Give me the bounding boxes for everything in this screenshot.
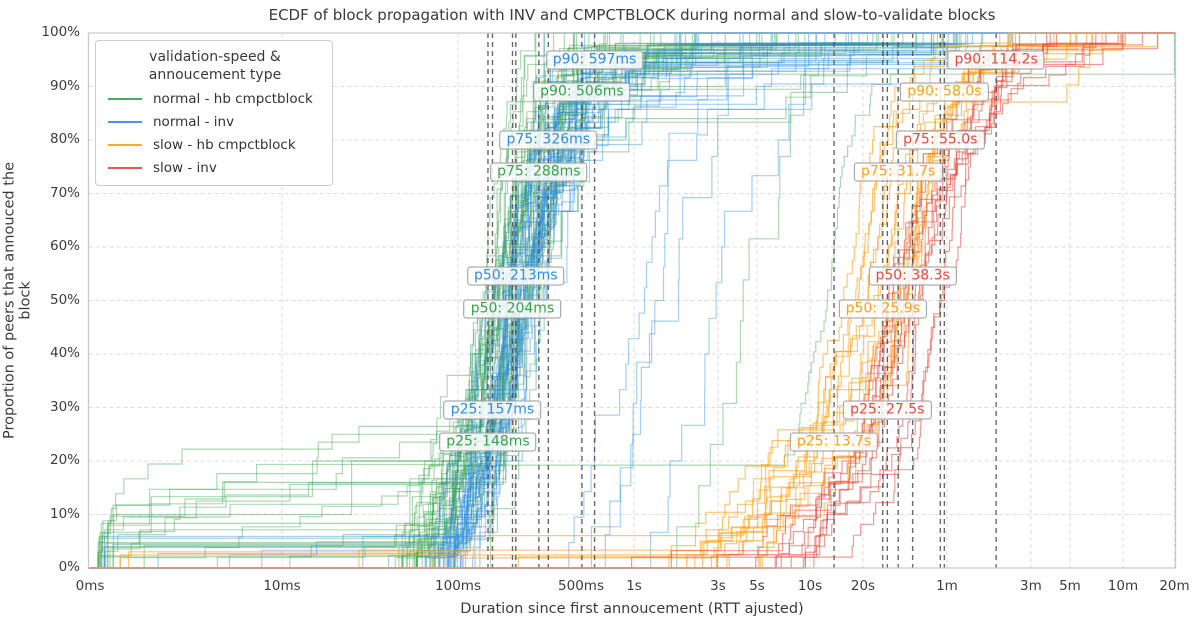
ecdf-curve: [88, 32, 1176, 569]
percentile-label-normal_inv-p50: p50: 213ms: [467, 266, 565, 286]
legend-line-swatch-normal_hb: [108, 98, 142, 101]
percentile-label-slow_hb-p90: p90: 58.0s: [900, 82, 989, 102]
ecdf-curve: [88, 32, 1176, 569]
legend-item-slow_hb: slow - hb cmpctblock: [108, 137, 322, 153]
ecdf-curve: [88, 32, 1176, 569]
legend-label: normal - hb cmpctblock: [153, 91, 313, 108]
legend: validation-speed & annoucement type norm…: [95, 40, 333, 187]
legend-item-slow_inv: slow - inv: [108, 160, 322, 176]
ecdf-curve: [88, 32, 1176, 569]
ecdf-curve: [88, 32, 1176, 569]
legend-item-normal_hb: normal - hb cmpctblock: [108, 91, 322, 107]
x-tick-20m: 20m: [1159, 578, 1190, 594]
x-tick-20s: 20s: [850, 578, 876, 594]
percentile-label-normal_inv-p75: p75: 326ms: [499, 130, 598, 150]
ecdf-curve: [88, 32, 1176, 569]
plot-border: [87, 32, 1177, 569]
y-tick-60%: 60%: [49, 238, 80, 254]
ecdf-curve: [88, 32, 1176, 569]
legend-title: validation-speed & annoucement type: [108, 48, 322, 84]
legend-line-swatch-slow_hb: [108, 144, 142, 147]
y-tick-100%: 100%: [41, 24, 80, 40]
y-tick-0%: 0%: [58, 559, 80, 575]
percentile-label-slow_hb-p50: p50: 25.9s: [838, 299, 927, 319]
ecdf-curve: [88, 32, 1176, 569]
legend-item-normal_inv: normal - inv: [108, 114, 322, 130]
x-tick-500ms: 500ms: [558, 578, 604, 594]
percentile-label-slow_hb-p25: p25: 13.7s: [789, 432, 879, 452]
legend-line-swatch-normal_inv: [108, 121, 142, 124]
ecdf-curve: [88, 32, 1176, 569]
x-tick-1s: 1s: [626, 578, 642, 594]
percentile-label-slow_inv-p50: p50: 38.3s: [868, 266, 957, 286]
y-tick-40%: 40%: [49, 345, 80, 361]
percentile-label-normal_inv-p25: p25: 157ms: [443, 400, 542, 420]
percentile-label-normal_inv-p90: p90: 597ms: [545, 50, 644, 70]
y-tick-20%: 20%: [49, 452, 80, 468]
x-axis-label: Duration since first annoucement (RTT aj…: [460, 601, 804, 617]
legend-label: slow - hb cmpctblock: [153, 137, 296, 154]
legend-label: slow - inv: [153, 160, 217, 177]
x-tick-10m: 10m: [1107, 578, 1139, 594]
legend-line-swatch-slow_inv: [108, 167, 142, 170]
y-tick-70%: 70%: [49, 184, 80, 201]
y-tick-10%: 10%: [49, 505, 80, 522]
y-tick-80%: 80%: [49, 131, 80, 147]
percentile-label-normal_hb-p25: p25: 148ms: [439, 432, 537, 452]
legend-label: normal - inv: [153, 114, 235, 131]
x-tick-100ms: 100ms: [435, 578, 481, 594]
legend-items: normal - hb cmpctblock normal - inv slow -…: [108, 91, 322, 176]
chart-title: ECDF of block propagation with INV and C…: [268, 6, 996, 24]
x-tick-3m: 3m: [1020, 578, 1042, 594]
percentile-label-slow_inv-p90: p90: 114.2s: [947, 50, 1045, 70]
percentile-label-normal_hb-p75: p75: 288ms: [490, 162, 588, 182]
percentile-label-normal_hb-p50: p50: 204ms: [463, 299, 562, 319]
x-tick-0ms: 0ms: [75, 578, 105, 594]
percentile-label-slow_inv-p75: p75: 55.0s: [896, 130, 985, 150]
x-tick-3s: 3s: [710, 578, 726, 594]
y-tick-90%: 90%: [49, 77, 80, 94]
x-tick-5m: 5m: [1059, 578, 1081, 594]
percentile-vlines: [487, 33, 997, 568]
legend-title-line2: annoucement type: [148, 67, 282, 84]
legend-title-line1: validation-speed &: [149, 49, 281, 65]
x-tick-10s: 10s: [797, 578, 823, 594]
percentile-label-slow_inv-p25: p25: 27.5s: [843, 400, 932, 420]
x-tick-5s: 5s: [749, 578, 765, 594]
x-tick-10ms: 10ms: [263, 578, 301, 594]
y-tick-30%: 30%: [49, 398, 80, 415]
percentile-label-slow_hb-p75: p75: 31.7s: [854, 162, 943, 182]
y-tick-50%: 50%: [49, 291, 80, 308]
x-tick-1m: 1m: [936, 578, 958, 594]
percentile-label-normal_hb-p90: p90: 506ms: [533, 82, 631, 102]
